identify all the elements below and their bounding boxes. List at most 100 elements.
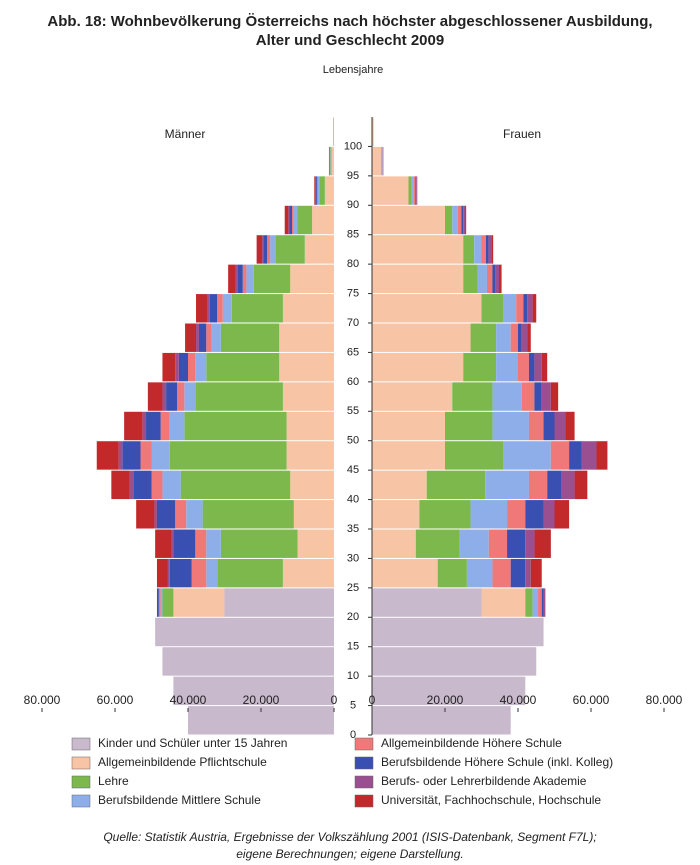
bar-female	[528, 470, 548, 500]
bar-male	[162, 588, 174, 617]
bar-female	[408, 176, 412, 205]
bar-female	[372, 294, 482, 323]
bar-male	[180, 470, 291, 500]
bar-female	[381, 146, 383, 176]
legend-swatch	[71, 794, 91, 808]
bar-male	[275, 235, 305, 264]
x-tick-label: 0	[331, 693, 338, 707]
bar-male	[196, 294, 207, 323]
bar-female	[419, 500, 471, 529]
bar-female	[550, 441, 570, 470]
bar-female	[463, 205, 466, 235]
legend-label: Lehre	[98, 774, 129, 788]
x-tick-label: 0	[369, 693, 376, 707]
bar-male	[166, 382, 178, 411]
bar-female	[372, 382, 453, 411]
bar-male	[314, 176, 316, 205]
bar-male	[282, 294, 334, 323]
bar-female	[372, 176, 409, 205]
bar-female	[486, 264, 493, 294]
legend-swatch	[71, 737, 91, 751]
y-tick-label: 55	[347, 405, 359, 417]
y-tick-label: 40	[347, 493, 359, 505]
bar-male	[124, 411, 143, 441]
bar-male	[267, 235, 271, 264]
y-tick-label: 50	[347, 435, 359, 447]
x-tick-label: 20.000	[243, 693, 280, 707]
bar-male	[262, 235, 264, 264]
bar-female	[534, 352, 542, 382]
bar-male	[96, 441, 119, 470]
bar-female	[565, 411, 575, 441]
bar-male	[136, 500, 155, 529]
bar-male	[235, 264, 238, 294]
bar-female	[426, 470, 486, 500]
bar-female	[507, 529, 526, 558]
bar-female	[372, 441, 445, 470]
bar-female	[372, 235, 464, 264]
bar-female	[415, 176, 417, 205]
bar-female	[481, 235, 486, 264]
y-tick-label: 90	[347, 199, 359, 211]
y-tick-label: 85	[347, 229, 359, 241]
y-tick-label: 30	[347, 552, 359, 564]
bar-female	[445, 411, 493, 441]
y-tick-label: 65	[347, 346, 359, 358]
bar-female	[491, 235, 494, 264]
legend-swatch	[354, 794, 374, 808]
y-tick-label: 95	[347, 170, 359, 182]
source: Quelle: Statistik Austria, Ergebnisse de…	[103, 830, 596, 844]
bar-female	[574, 470, 588, 500]
bar-female	[541, 382, 551, 411]
y-tick-label: 15	[347, 641, 359, 653]
x-tick-label: 40.000	[500, 693, 537, 707]
bar-male	[156, 500, 176, 529]
bar-female	[521, 323, 528, 352]
bar-female	[525, 558, 531, 588]
bar-female	[492, 264, 496, 294]
y-tick-label: 75	[347, 287, 359, 299]
legend-label: Berufsbildende Höhere Schule (inkl. Koll…	[381, 755, 613, 769]
bar-female	[372, 588, 482, 617]
bar-male	[195, 382, 283, 411]
bar-male	[155, 529, 172, 558]
bar-male	[284, 205, 289, 235]
bar-female	[492, 411, 529, 441]
bar-female	[466, 558, 493, 588]
bar-female	[485, 235, 489, 264]
bar-male	[142, 411, 147, 441]
bar-male	[297, 205, 313, 235]
bar-male	[286, 411, 334, 441]
side-label: Frauen	[503, 127, 541, 141]
legend-label: Berufsbildende Mittlere Schule	[98, 793, 261, 807]
bar-female	[528, 411, 544, 441]
bar-male	[133, 470, 152, 500]
bar-female	[470, 323, 497, 352]
bar-female	[459, 529, 489, 558]
bar-female	[547, 470, 562, 500]
bar-male	[154, 500, 157, 529]
bar-male	[282, 558, 334, 588]
bar-female	[543, 588, 546, 617]
bar-male	[169, 558, 192, 588]
bar-male	[246, 264, 254, 294]
bar-male	[293, 205, 298, 235]
bar-male	[162, 352, 176, 382]
bar-male	[147, 382, 163, 411]
bar-female	[452, 205, 458, 235]
bar-male	[175, 352, 179, 382]
bar-female	[372, 500, 420, 529]
y-tick-label: 25	[347, 582, 359, 594]
bar-female	[372, 323, 471, 352]
bar-male	[151, 441, 170, 470]
y-axis-label: Lebensjahre	[323, 64, 384, 76]
bar-female	[516, 294, 524, 323]
y-tick-label: 70	[347, 317, 359, 329]
legend-swatch	[354, 737, 374, 751]
bar-female	[416, 176, 417, 205]
bar-female	[372, 205, 445, 235]
bar-male	[175, 500, 187, 529]
bar-male	[162, 647, 334, 676]
bar-female	[532, 294, 537, 323]
legend-label: Allgemeinbildende Pflichtschule	[98, 755, 267, 769]
